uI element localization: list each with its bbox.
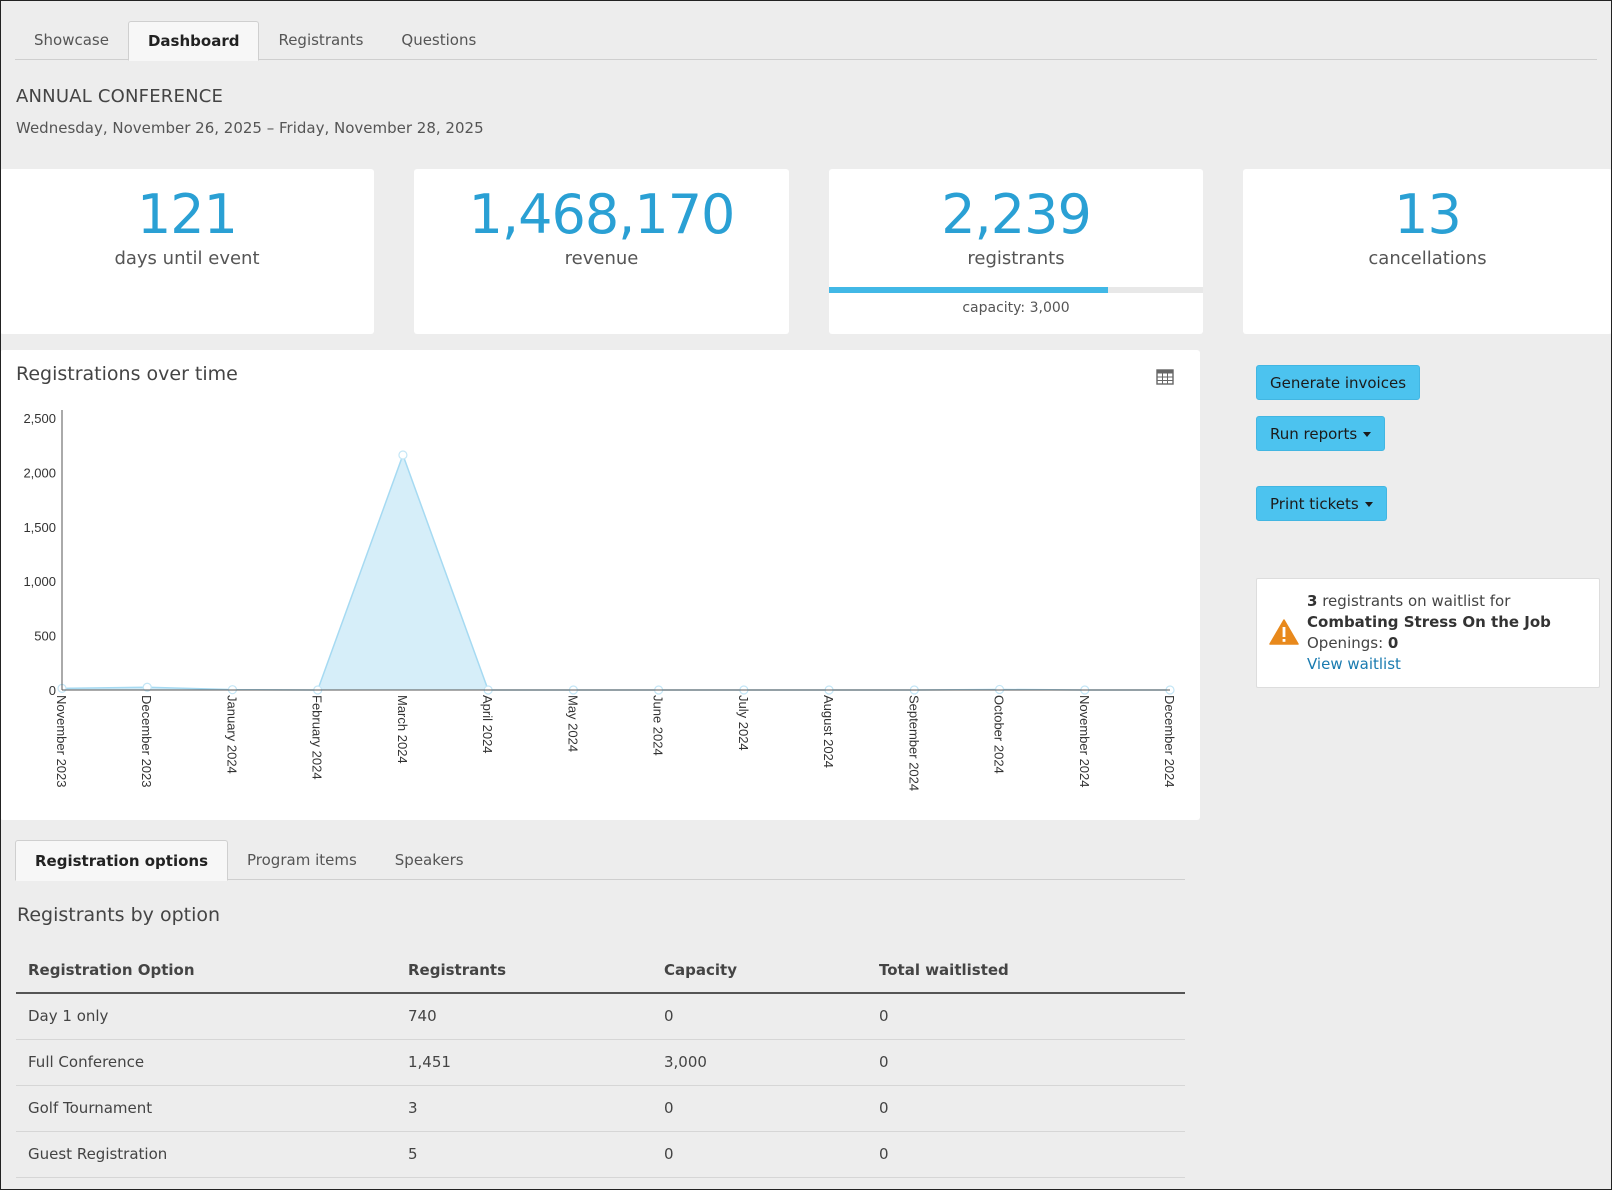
run-reports-button[interactable]: Run reports — [1256, 416, 1386, 451]
x-tick-label: September 2024 — [906, 695, 921, 791]
revenue-label: revenue — [564, 248, 639, 269]
table-cell: 0 — [652, 1131, 867, 1178]
table-cell: 0 — [652, 1085, 867, 1132]
capacity-text: capacity: 3,000 — [962, 300, 1070, 316]
y-tick-label: 2,000 — [23, 465, 56, 480]
x-tick-label: March 2024 — [395, 695, 410, 764]
view-waitlist-link[interactable]: View waitlist — [1307, 655, 1401, 673]
tab-dashboard[interactable]: Dashboard — [127, 21, 260, 61]
top-tabs: Showcase Dashboard Registrants Questions — [15, 21, 1597, 61]
x-tick-label: August 2024 — [821, 695, 836, 768]
print-tickets-label: Print tickets — [1270, 495, 1359, 513]
chart-title: Registrations over time — [16, 363, 238, 385]
registrations-chart-panel: 0 500 1,000 1,500 2,000 2,500 November 2023 Dec… — [0, 350, 1200, 820]
column-header: Registrants — [396, 947, 652, 994]
registrants-value: 2,239 — [941, 183, 1092, 246]
cancellations-card: 13 cancellations — [1243, 169, 1612, 334]
column-header: Capacity — [652, 947, 867, 994]
cancellations-value: 13 — [1394, 183, 1462, 246]
x-tick-label: February 2024 — [310, 695, 325, 780]
days-until-event-card: 121 days until event — [0, 169, 374, 334]
y-tick-label: 1,000 — [23, 574, 56, 589]
waitlist-program: Combating Stress On the Job — [1307, 613, 1551, 631]
waitlist-alert: 3 registrants on waitlist for Combating … — [1256, 578, 1600, 688]
table-row: Guest Registration 5 0 0 — [16, 1131, 1185, 1178]
table-cell: 3 — [396, 1085, 652, 1132]
table-icon[interactable] — [1156, 369, 1174, 385]
x-tick-label: May 2024 — [565, 695, 580, 752]
x-tick-label: January 2024 — [224, 695, 239, 774]
table-cell: 0 — [652, 993, 867, 1040]
generate-invoices-label: Generate invoices — [1270, 374, 1407, 392]
table-row: Golf Tournament 3 0 0 — [16, 1085, 1185, 1132]
event-title: ANNUAL CONFERENCE — [16, 86, 224, 107]
table-row: Day 1 only 740 0 0 — [16, 993, 1185, 1040]
table-cell: Full Conference — [16, 1039, 396, 1086]
x-tick-label: April 2024 — [480, 695, 495, 754]
run-reports-label: Run reports — [1270, 425, 1358, 443]
x-tick-label: December 2023 — [139, 695, 154, 788]
series-line — [61, 452, 1170, 691]
data-point — [142, 682, 152, 692]
y-tick-label: 500 — [34, 629, 56, 644]
y-tick-label: 0 — [49, 683, 56, 698]
y-tick-label: 1,500 — [23, 520, 56, 535]
cancellations-label: cancellations — [1368, 248, 1487, 269]
x-tick-label: July 2024 — [736, 695, 751, 751]
table-cell: 740 — [396, 993, 652, 1040]
registrations-chart: 0 500 1,000 1,500 2,000 2,500 November 2023 Dec… — [23, 410, 1177, 791]
table-cell: 0 — [867, 1131, 1185, 1178]
tab-questions[interactable]: Questions — [401, 31, 477, 49]
openings-label: Openings: — [1307, 634, 1384, 652]
column-header: Registration Option — [16, 947, 396, 994]
waitlist-message: registrants on waitlist for — [1322, 592, 1511, 610]
registrants-label: registrants — [967, 248, 1065, 269]
table-cell: 0 — [867, 1085, 1185, 1132]
tab-registration-options[interactable]: Registration options — [15, 840, 229, 881]
table-cell: 0 — [867, 993, 1185, 1040]
x-tick-label: November 2023 — [54, 695, 69, 788]
capacity-progress-fill — [829, 287, 1108, 293]
tab-showcase[interactable]: Showcase — [34, 31, 109, 49]
capacity-progress-bar — [829, 287, 1203, 293]
column-header: Total waitlisted — [867, 947, 1185, 994]
tab-speakers[interactable]: Speakers — [394, 851, 464, 869]
x-tick-label: November 2024 — [1077, 695, 1092, 788]
waitlist-count: 3 — [1307, 592, 1318, 610]
days-until-event-label: days until event — [114, 248, 260, 269]
caret-down-icon — [1363, 432, 1372, 437]
registrants-card: 2,239 registrants capacity: 3,000 — [829, 169, 1203, 334]
table-cell: Guest Registration — [16, 1131, 396, 1178]
x-tick-label: June 2024 — [651, 695, 666, 756]
table-cell: Golf Tournament — [16, 1085, 396, 1132]
warning-icon — [1269, 619, 1299, 645]
caret-down-icon — [1364, 502, 1373, 507]
bottom-tabs: Registration options Program items Speak… — [15, 840, 1185, 881]
generate-invoices-button[interactable]: Generate invoices — [1256, 365, 1421, 400]
table-cell: 5 — [396, 1131, 652, 1178]
revenue-card: 1,468,170 revenue — [414, 169, 789, 334]
x-tick-label: October 2024 — [992, 695, 1007, 774]
data-point — [398, 450, 408, 460]
tab-program-items[interactable]: Program items — [247, 851, 357, 869]
y-tick-label: 2,500 — [23, 411, 56, 426]
revenue-value: 1,468,170 — [468, 183, 736, 246]
table-cell: 3,000 — [652, 1039, 867, 1086]
data-point — [994, 684, 1005, 695]
table-row: Full Conference 1,451 3,000 0 — [16, 1039, 1185, 1086]
table-header-row: Registration Option Registrants Capacity… — [16, 947, 1185, 994]
table-cell: Day 1 only — [16, 993, 396, 1040]
series-area — [62, 454, 1170, 690]
table-cell: 1,451 — [396, 1039, 652, 1086]
print-tickets-button[interactable]: Print tickets — [1256, 486, 1387, 521]
days-until-event-value: 121 — [136, 183, 238, 246]
waitlist-text: 3 registrants on waitlist for Combating … — [1307, 591, 1592, 675]
section-title: Registrants by option — [17, 904, 221, 926]
table-cell: 0 — [867, 1039, 1185, 1086]
registrants-by-option-table: Registration Option Registrants Capacity… — [16, 947, 1185, 1178]
event-dates: Wednesday, November 26, 2025 – Friday, N… — [16, 119, 484, 137]
tab-registrants[interactable]: Registrants — [278, 31, 364, 49]
x-tick-label: December 2024 — [1162, 695, 1177, 788]
openings-value: 0 — [1387, 634, 1399, 652]
